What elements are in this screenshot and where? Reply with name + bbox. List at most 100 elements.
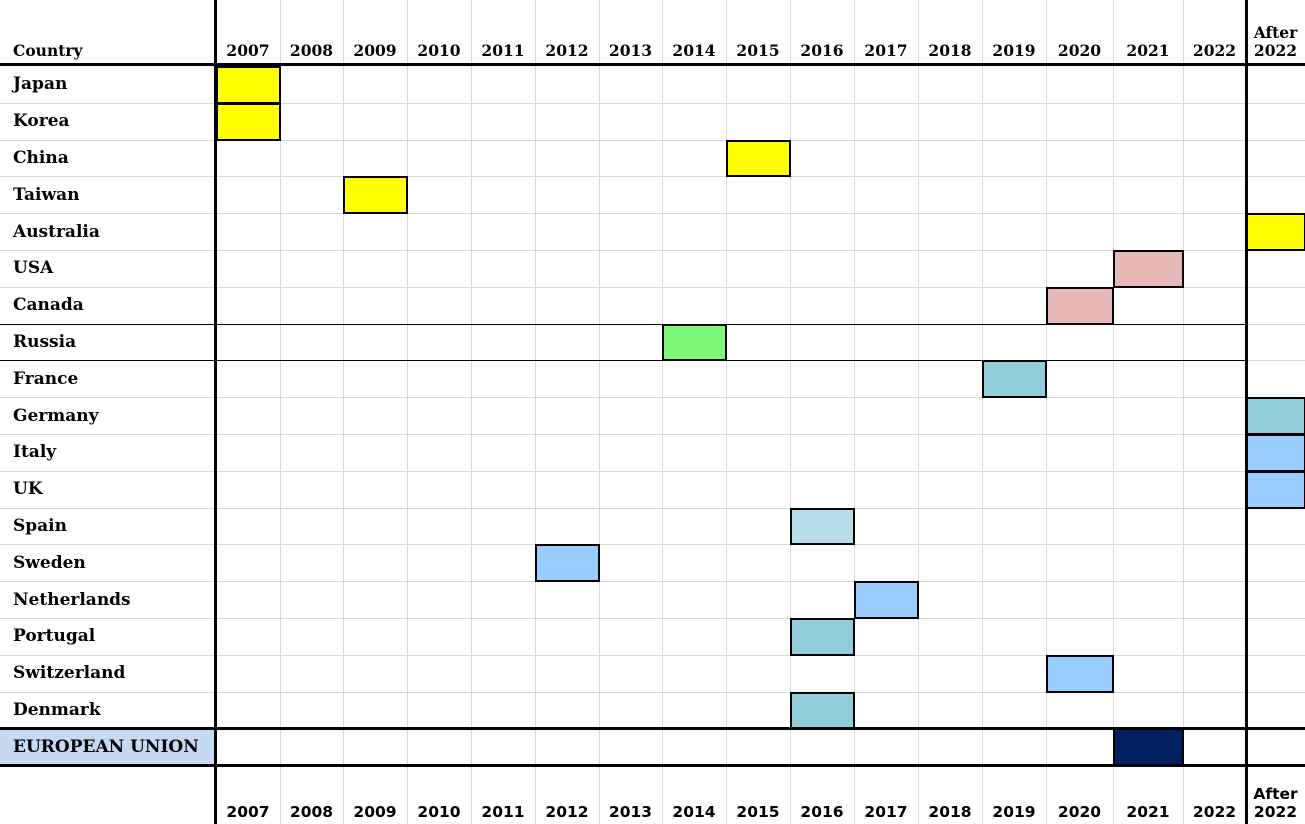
border bbox=[0, 764, 1305, 768]
grid-line bbox=[0, 470, 1305, 472]
row-label: Taiwan bbox=[13, 184, 80, 205]
header-cell: 2009 bbox=[353, 41, 397, 61]
row-label: France bbox=[13, 368, 79, 389]
footer-cell: 2012 bbox=[545, 803, 589, 822]
grid-line bbox=[726, 0, 727, 824]
timeline-cell bbox=[790, 691, 855, 730]
row-label: Russia bbox=[13, 331, 77, 352]
header-cell: 2008 bbox=[289, 41, 334, 61]
grid-line bbox=[471, 0, 472, 824]
header-cell: 2015 bbox=[736, 41, 780, 61]
row-label: Netherlands bbox=[13, 589, 131, 610]
footer-cell: 2020 bbox=[1057, 803, 1102, 822]
header-cell: 2010 bbox=[417, 41, 461, 61]
border bbox=[0, 727, 1305, 731]
footer-cell: 2007 bbox=[226, 803, 270, 822]
grid-line bbox=[0, 250, 1305, 251]
grid-line bbox=[0, 434, 1305, 435]
row-label: Italy bbox=[13, 442, 57, 463]
footer-cell: 2021 bbox=[1126, 803, 1170, 822]
row-label: China bbox=[13, 147, 69, 168]
row-label: Germany bbox=[13, 405, 99, 426]
footer-cell: 2018 bbox=[928, 803, 972, 822]
timeline-cell bbox=[1246, 397, 1305, 435]
grid-line bbox=[1183, 0, 1184, 824]
timeline-cell bbox=[216, 102, 281, 141]
grid-line bbox=[0, 654, 1305, 656]
grid-line bbox=[280, 0, 281, 824]
footer-cell: 2010 bbox=[417, 803, 461, 822]
border bbox=[0, 360, 1246, 362]
timeline-cell bbox=[854, 581, 919, 619]
footer-cell: After 2022 bbox=[1253, 785, 1298, 822]
footer-cell: 2015 bbox=[736, 803, 780, 822]
timeline-cell bbox=[216, 66, 281, 104]
header-cell: 2019 bbox=[992, 41, 1036, 61]
grid-line bbox=[1046, 0, 1047, 824]
header-cell: Country bbox=[13, 41, 83, 61]
grid-line bbox=[918, 0, 919, 824]
row-label: Switzerland bbox=[13, 663, 126, 684]
row-label: Australia bbox=[13, 221, 100, 242]
footer-cell: 2014 bbox=[672, 803, 716, 822]
footer-cell: 2019 bbox=[992, 803, 1036, 822]
footer-cell: 2016 bbox=[800, 803, 844, 822]
timeline-cell bbox=[726, 139, 791, 178]
timeline-cell bbox=[1046, 654, 1114, 693]
grid-line bbox=[790, 0, 791, 824]
header-cell: 2011 bbox=[481, 41, 525, 61]
header-cell: 2016 bbox=[800, 41, 844, 61]
row-label: Canada bbox=[13, 295, 84, 316]
header-cell: 2017 bbox=[864, 41, 908, 61]
timeline-cell bbox=[790, 618, 855, 656]
grid-line bbox=[0, 286, 1305, 288]
footer-cell: 2013 bbox=[608, 803, 653, 822]
grid-line bbox=[0, 544, 1305, 546]
header-cell: 2020 bbox=[1057, 41, 1102, 61]
border bbox=[1245, 0, 1248, 824]
row-label: Denmark bbox=[13, 699, 101, 720]
timeline-cell bbox=[1246, 434, 1305, 472]
grid-line bbox=[407, 0, 408, 824]
grid-line bbox=[0, 691, 1305, 693]
timeline-cell bbox=[982, 360, 1047, 399]
grid-line bbox=[535, 0, 536, 824]
grid-line bbox=[0, 176, 1305, 178]
grid-line bbox=[662, 0, 663, 824]
grid-line bbox=[0, 397, 1305, 399]
timeline-cell bbox=[1246, 213, 1305, 251]
footer-cell: 2022 bbox=[1192, 803, 1237, 822]
timeline-cell bbox=[662, 323, 727, 362]
grid-line bbox=[0, 507, 1305, 509]
row-label: Japan bbox=[13, 74, 68, 95]
grid-line bbox=[599, 0, 600, 824]
grid-line bbox=[0, 618, 1305, 619]
row-label: Sweden bbox=[13, 552, 86, 573]
border bbox=[0, 323, 1246, 325]
row-label: Portugal bbox=[13, 626, 96, 647]
timeline-cell bbox=[535, 544, 600, 583]
header-cell: 2018 bbox=[928, 41, 972, 61]
grid-line bbox=[0, 139, 1305, 141]
timeline-cell bbox=[343, 176, 408, 215]
grid-line bbox=[343, 0, 344, 824]
row-label: EUROPEAN UNION bbox=[0, 728, 216, 766]
grid-line bbox=[0, 581, 1305, 583]
grid-line bbox=[0, 102, 1305, 104]
timeline-cell bbox=[790, 507, 855, 546]
grid-line bbox=[854, 0, 855, 824]
header-cell: 2014 bbox=[672, 41, 716, 61]
footer-cell: 2017 bbox=[864, 803, 908, 822]
grid-line bbox=[0, 213, 1305, 215]
timeline-cell bbox=[1046, 286, 1114, 325]
header-cell: 2021 bbox=[1126, 41, 1170, 61]
grid-line bbox=[1113, 0, 1114, 824]
footer-cell: 2009 bbox=[353, 803, 397, 822]
footer-cell: 2011 bbox=[481, 803, 525, 822]
header-cell: 2022 bbox=[1192, 41, 1237, 61]
header-cell: 2013 bbox=[608, 41, 653, 61]
footer-cell: 2008 bbox=[289, 803, 334, 822]
header-cell: 2007 bbox=[226, 41, 270, 61]
header-cell: After 2022 bbox=[1253, 23, 1298, 61]
